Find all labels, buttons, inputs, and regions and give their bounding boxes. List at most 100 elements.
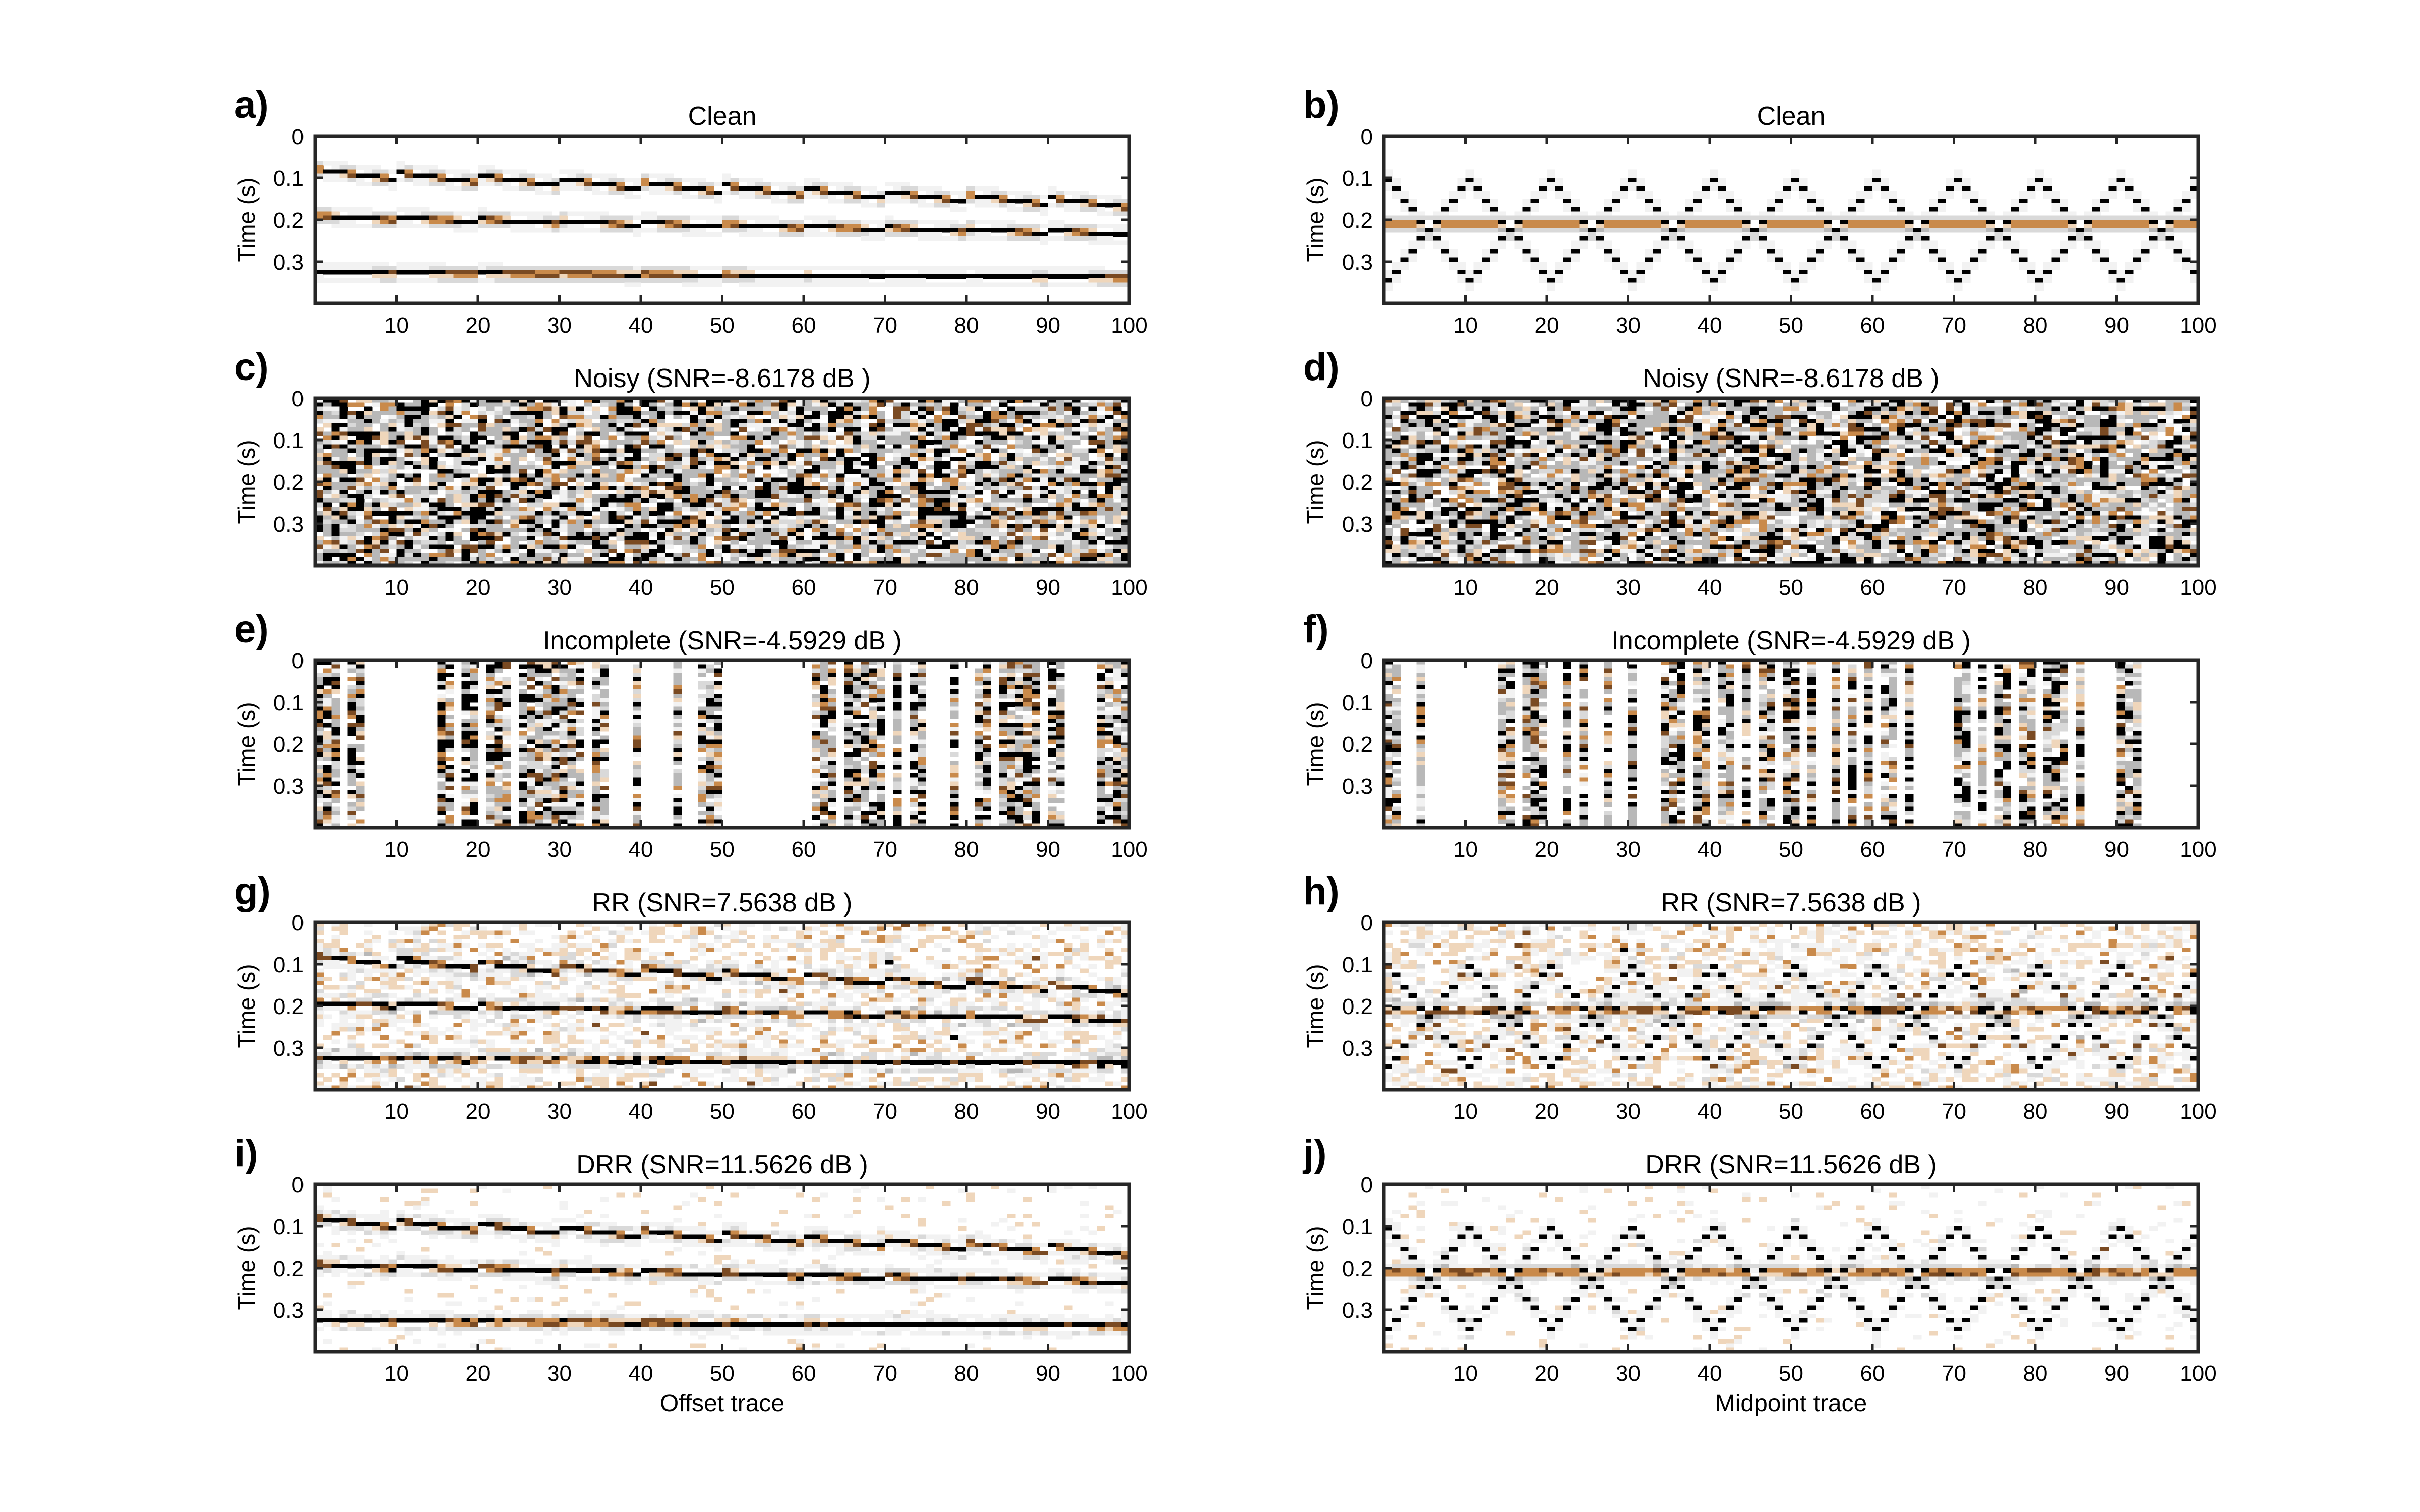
cell	[543, 545, 552, 549]
cell	[372, 178, 381, 182]
cell	[617, 407, 625, 411]
cell	[576, 478, 584, 482]
cell	[388, 178, 397, 182]
cell	[478, 532, 487, 537]
x-tick-label: 30	[547, 313, 572, 338]
cell	[348, 411, 356, 415]
cell	[844, 224, 853, 228]
cell	[722, 453, 731, 457]
cell	[877, 486, 885, 490]
cell	[519, 174, 527, 178]
cell	[1986, 220, 1995, 224]
cell	[763, 482, 771, 486]
cell	[1946, 266, 1954, 270]
cell	[820, 436, 828, 440]
cell	[706, 402, 714, 407]
cell	[682, 216, 690, 220]
cell	[844, 545, 853, 549]
cell	[543, 478, 552, 482]
cell	[796, 283, 804, 287]
cell	[1702, 186, 1710, 191]
cell	[2182, 216, 2191, 220]
cell	[1677, 224, 1685, 228]
cell	[674, 486, 682, 490]
cell	[665, 457, 674, 461]
cell	[2108, 195, 2117, 199]
cell	[804, 440, 812, 445]
cell	[1072, 207, 1081, 212]
cell	[1466, 174, 1474, 178]
cell	[421, 266, 430, 270]
cell	[2051, 207, 2060, 212]
cell	[502, 449, 511, 453]
cell	[486, 220, 495, 224]
cell	[405, 461, 413, 466]
cell	[853, 553, 861, 557]
cell	[1474, 262, 1482, 266]
cell	[682, 461, 690, 466]
cell	[918, 186, 926, 191]
cell	[429, 411, 438, 415]
cell	[2117, 182, 2126, 186]
cell	[2100, 220, 2109, 224]
cell	[478, 169, 487, 174]
cell	[1449, 253, 1458, 258]
cell	[690, 283, 698, 287]
cell	[877, 236, 885, 241]
cell	[1539, 182, 1547, 186]
cell	[2076, 216, 2085, 220]
cell	[348, 503, 356, 508]
cell	[1832, 228, 1840, 233]
cell	[755, 274, 763, 279]
cell	[1105, 224, 1114, 228]
cell	[2076, 228, 2085, 233]
cell	[1048, 186, 1057, 191]
cell	[690, 178, 698, 182]
cell	[1824, 216, 1832, 220]
cell	[1466, 287, 1474, 291]
cell	[437, 419, 446, 424]
cell	[877, 490, 885, 495]
heatmap-b	[1384, 169, 2199, 291]
cell	[1677, 245, 1685, 249]
cell	[804, 457, 812, 461]
cell	[731, 490, 739, 495]
cell	[445, 211, 454, 216]
cell	[413, 461, 421, 466]
cell	[413, 174, 421, 178]
cell	[339, 169, 348, 174]
cell	[714, 453, 722, 457]
cell	[535, 457, 543, 461]
cell	[1929, 216, 1938, 220]
cell	[1897, 211, 1905, 216]
cell	[674, 407, 682, 411]
cell	[608, 503, 617, 508]
cell	[714, 469, 722, 474]
cell	[462, 274, 470, 279]
cell	[1759, 236, 1767, 241]
cell	[1048, 236, 1057, 241]
cell	[600, 278, 609, 283]
cell	[617, 449, 625, 453]
cell	[543, 453, 552, 457]
cell	[592, 461, 600, 466]
cell	[1954, 220, 1963, 224]
cell	[2019, 191, 2028, 195]
cell	[535, 520, 543, 524]
cell	[445, 549, 454, 553]
cell	[1962, 195, 1971, 199]
cell	[625, 494, 633, 499]
cell	[739, 520, 747, 524]
cell	[820, 524, 828, 528]
cell	[2125, 178, 2134, 182]
cell	[454, 465, 462, 470]
cell	[1523, 216, 1531, 220]
cell	[714, 431, 722, 436]
cell	[568, 270, 576, 275]
cell	[1498, 245, 1506, 249]
cell	[608, 274, 617, 279]
cell	[1490, 249, 1498, 254]
cell	[1938, 195, 1946, 199]
cell	[2043, 270, 2052, 275]
cell	[2027, 216, 2036, 220]
